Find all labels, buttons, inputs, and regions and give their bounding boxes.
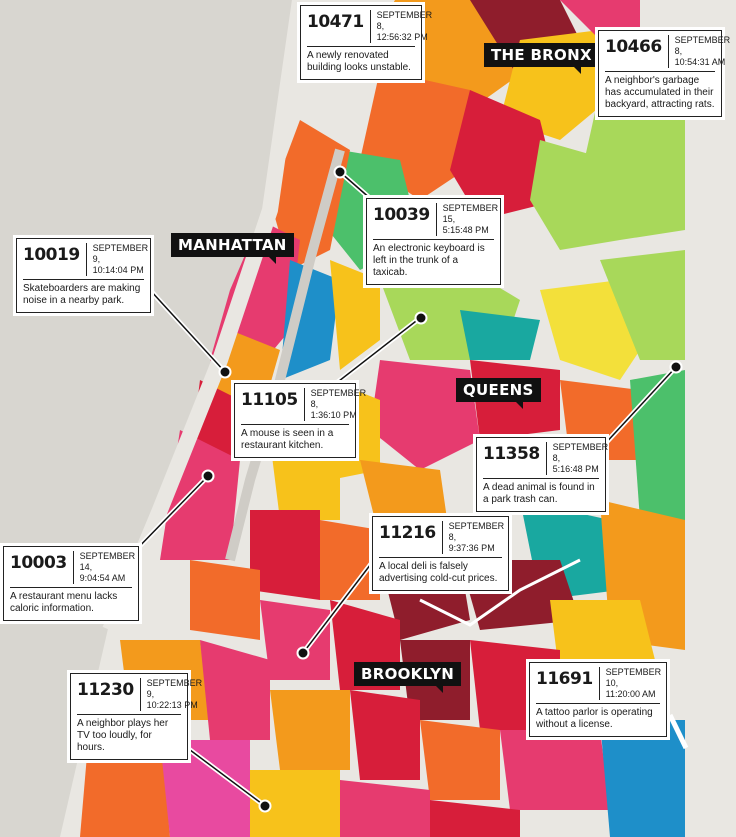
- complaint-description: A tattoo parlor is operating without a l…: [536, 707, 653, 730]
- pin-11230: [258, 799, 272, 813]
- zip-code: 11691: [536, 667, 600, 700]
- zip-code: 10039: [373, 203, 437, 236]
- complaint-callout-11358: 11358 SEPTEMBER 8, 5:16:48 PM A dead anim…: [476, 437, 609, 512]
- zip-code: 10019: [23, 243, 87, 276]
- complaint-callout-10019: 10019 SEPTEMBER 9, 10:14:04 PM Skateboard…: [16, 238, 151, 313]
- complaint-callout-10003: 10003 SEPTEMBER 14, 9:04:54 AM A restaura…: [3, 546, 139, 621]
- complaint-time: 11:20:00 AM: [605, 689, 656, 699]
- pin-10003: [201, 469, 215, 483]
- complaint-description: A restaurant menu lacks caloric informat…: [10, 591, 118, 614]
- zip-code: 10466: [605, 35, 669, 68]
- borough-label-bronx: THE BRONX: [484, 43, 599, 74]
- zip-code: 10003: [10, 551, 74, 584]
- complaint-date: SEPTEMBER 10,: [605, 667, 662, 688]
- complaint-callout-11691: 11691 SEPTEMBER 10, 11:20:00 AM A tattoo …: [529, 662, 667, 737]
- complaint-description: A mouse is seen in a restaurant kitchen.: [241, 428, 334, 451]
- complaint-time: 10:22:13 PM: [146, 700, 198, 710]
- complaint-date: SEPTEMBER 8,: [310, 388, 367, 409]
- zip-code: 11358: [483, 442, 547, 475]
- complaint-description: A dead animal is found in a park trash c…: [483, 482, 595, 505]
- complaint-callout-11105: 11105 SEPTEMBER 8, 1:36:10 PM A mouse is …: [234, 383, 366, 458]
- borough-boundary: [419, 558, 581, 627]
- complaint-time: 10:14:04 PM: [92, 265, 144, 275]
- complaint-time: 9:37:36 PM: [448, 543, 495, 553]
- complaint-time: 5:15:48 PM: [442, 225, 489, 235]
- zip-code: 11230: [77, 678, 141, 711]
- borough-label-manhattan: MANHATTAN: [171, 233, 294, 264]
- complaint-callout-11230: 11230 SEPTEMBER 9, 10:22:13 PM A neighbor…: [70, 673, 202, 760]
- pin-11216: [296, 646, 310, 660]
- complaint-callout-11216: 11216 SEPTEMBER 8, 9:37:36 PM A local del…: [372, 516, 509, 591]
- borough-label-brooklyn: BROOKLYN: [354, 662, 462, 693]
- complaint-time: 9:04:54 AM: [79, 573, 126, 583]
- complaint-date: SEPTEMBER 8,: [674, 35, 731, 56]
- east-river: [225, 148, 345, 562]
- complaint-callout-10471: 10471 SEPTEMBER 8, 12:56:32 PM A newly re…: [300, 5, 432, 80]
- pin-10039: [333, 165, 347, 179]
- right-margin: [686, 0, 736, 837]
- complaint-date: SEPTEMBER 8,: [448, 521, 505, 542]
- complaint-time: 5:16:48 PM: [552, 464, 599, 474]
- complaint-date: SEPTEMBER 14,: [79, 551, 136, 572]
- complaint-description: A local deli is falsely advertising cold…: [379, 561, 498, 584]
- complaint-description: A neighbor plays her TV too loudly, for …: [77, 718, 169, 753]
- pin-11105: [414, 311, 428, 325]
- complaint-date: SEPTEMBER 8,: [552, 442, 609, 463]
- zip-code: 11216: [379, 521, 443, 554]
- complaint-callout-10039: 10039 SEPTEMBER 15, 5:15:48 PM An electro…: [366, 198, 501, 285]
- pin-10019: [218, 365, 232, 379]
- zip-code: 11105: [241, 388, 305, 421]
- complaint-description: A newly renovated building looks unstabl…: [307, 50, 411, 73]
- complaint-description: An electronic keyboard is left in the tr…: [373, 243, 485, 278]
- complaint-callout-10466: 10466 SEPTEMBER 8, 10:54:31 AM A neighbor…: [598, 30, 730, 117]
- complaint-date: SEPTEMBER 8,: [376, 10, 433, 31]
- complaint-date: SEPTEMBER 9,: [146, 678, 203, 699]
- hudson-river: [102, 0, 308, 634]
- borough-label-queens: QUEENS: [456, 378, 541, 409]
- leader-11691: [667, 713, 689, 750]
- complaint-date: SEPTEMBER 15,: [442, 203, 499, 224]
- complaint-time: 10:54:31 AM: [674, 57, 726, 67]
- pin-11358: [669, 360, 683, 374]
- complaint-time: 12:56:32 PM: [376, 32, 428, 42]
- zip-code: 10471: [307, 10, 371, 43]
- complaint-date: SEPTEMBER 9,: [92, 243, 149, 264]
- new-jersey-land: [0, 0, 300, 837]
- complaint-time: 1:36:10 PM: [310, 410, 357, 420]
- complaint-description: A neighbor's garbage has accumulated in …: [605, 75, 715, 110]
- complaint-description: Skateboarders are making noise in a near…: [23, 283, 141, 306]
